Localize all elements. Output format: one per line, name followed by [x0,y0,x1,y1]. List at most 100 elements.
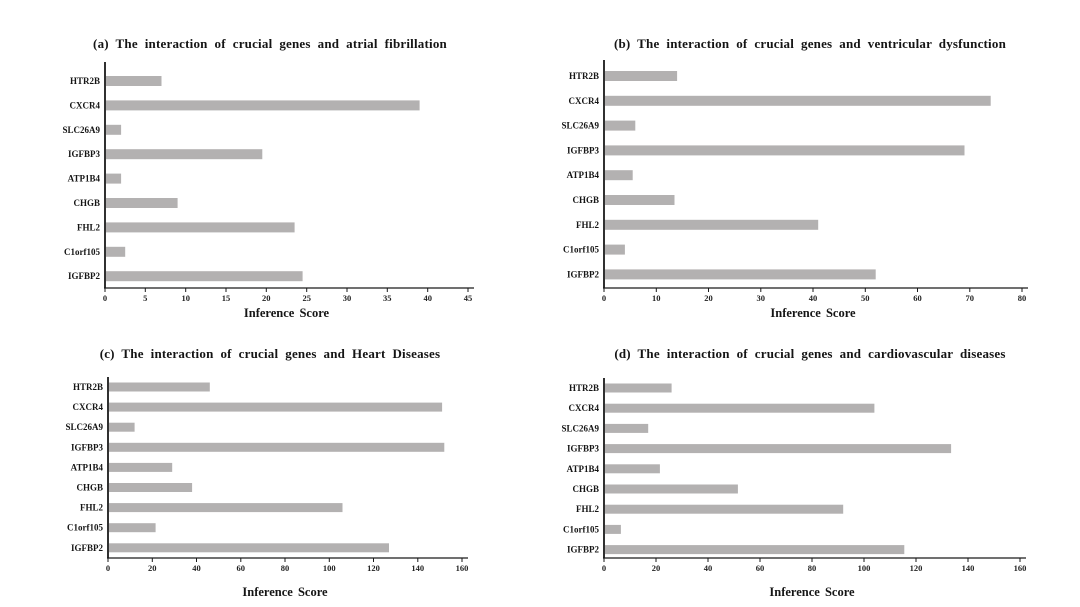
y-category-label-SLC26A9: SLC26A9 [65,422,103,432]
panel-b-title: (b) The interaction of crucial genes and… [613,36,1007,51]
y-category-label-ATP1B4: ATP1B4 [68,174,101,184]
bar-CXCR4 [605,95,991,106]
y-category-label-IGFBP2: IGFBP2 [567,269,600,279]
bar-HTR2B [605,383,672,393]
y-category-label-CHGB: CHGB [572,484,599,494]
panel-a: (a) The interaction of crucial genes and… [0,0,540,320]
x-tick-label: 30 [757,293,766,303]
y-category-label-IGFBP2: IGFBP2 [71,543,104,553]
y-category-label-SLC26A9: SLC26A9 [561,423,599,433]
x-tick-label: 30 [343,293,352,303]
x-tick-label: 80 [1018,293,1027,303]
y-category-label-FHL2: FHL2 [80,503,104,513]
y-category-label-HTR2B: HTR2B [73,382,103,392]
y-category-label-CXCR4: CXCR4 [569,96,600,106]
x-tick-label: 40 [192,563,201,573]
bar-C1orf105 [605,244,625,255]
y-category-label-HTR2B: HTR2B [70,76,100,86]
bar-IGFBP2 [605,269,876,280]
x-tick-label: 35 [383,293,392,303]
x-tick-label: 160 [456,563,469,573]
y-category-label-ATP1B4: ATP1B4 [567,464,600,474]
x-tick-label: 120 [367,563,380,573]
y-category-label-HTR2B: HTR2B [569,383,599,393]
x-tick-label: 140 [411,563,424,573]
bar-IGFBP2 [605,545,905,555]
y-category-label-SLC26A9: SLC26A9 [561,121,599,131]
panel-b-chart: HTR2B CXCR4 SLC26A9 IGFBP3 ATP1B4 CHGB FHL2 C1o… [561,60,1028,320]
bar-IGFBP3 [106,149,263,160]
x-tick-label: 80 [808,563,817,573]
y-category-label-FHL2: FHL2 [77,222,101,232]
y-category-label-IGFBP3: IGFBP3 [567,145,600,155]
panel-d: (d) The interaction of crucial genes and… [540,320,1080,607]
x-tick-label: 5 [143,293,147,303]
bar-CXCR4 [605,403,875,413]
x-tick-label: 160 [1014,563,1027,573]
bar-IGFBP2 [109,543,389,553]
x-tick-label: 100 [858,563,871,573]
panel-a-chart: HTR2B CXCR4 SLC26A9 IGFBP3 ATP1B4 CHGB FHL2 C1o… [62,62,474,320]
y-category-label-FHL2: FHL2 [576,220,600,230]
y-category-label-IGFBP3: IGFBP3 [68,149,101,159]
x-tick-label: 0 [103,293,107,303]
x-tick-label: 25 [302,293,311,303]
y-category-label-IGFBP2: IGFBP2 [68,271,101,281]
y-category-label-C1orf105: C1orf105 [64,247,100,257]
y-category-label-CXCR4: CXCR4 [569,403,600,413]
bar-FHL2 [109,503,343,513]
y-category-label-IGFBP3: IGFBP3 [567,444,600,454]
bar-CHGB [106,198,178,208]
bar-CHGB [109,483,193,492]
bar-ATP1B4 [109,462,173,472]
bar-HTR2B [605,71,678,81]
bar-CXCR4 [109,402,443,412]
x-tick-label: 20 [704,293,713,303]
x-tick-label: 50 [861,293,870,303]
bar-SLC26A9 [106,124,122,135]
bar-ATP1B4 [106,173,122,184]
x-tick-label: 10 [181,293,190,303]
bar-IGFBP3 [605,145,965,156]
bar-IGFBP3 [109,442,445,452]
x-axis-title: Inference Score [242,585,328,599]
bar-C1orf105 [605,524,621,534]
x-tick-label: 10 [652,293,661,303]
x-tick-label: 60 [237,563,246,573]
y-category-label-C1orf105: C1orf105 [563,245,599,255]
x-tick-label: 15 [222,293,231,303]
bar-FHL2 [605,219,819,230]
bar-ATP1B4 [605,464,660,474]
x-tick-label: 0 [602,293,606,303]
bar-HTR2B [109,382,210,392]
x-tick-label: 70 [966,293,975,303]
bar-CXCR4 [106,100,420,111]
bar-IGFBP2 [106,271,303,282]
y-category-label-CHGB: CHGB [572,195,599,205]
y-category-label-C1orf105: C1orf105 [67,523,103,533]
bar-SLC26A9 [605,120,636,131]
x-tick-label: 40 [809,293,818,303]
x-tick-label: 60 [756,563,765,573]
bar-SLC26A9 [605,423,649,433]
x-axis-title: Inference Score [770,306,856,320]
panel-d-chart: HTR2B CXCR4 SLC26A9 IGFBP3 ATP1B4 CHGB FHL2 C1o… [561,378,1027,599]
y-category-label-CXCR4: CXCR4 [73,402,104,412]
bar-C1orf105 [106,246,126,257]
y-category-label-CXCR4: CXCR4 [70,100,101,110]
x-tick-label: 40 [704,563,713,573]
x-tick-label: 120 [910,563,923,573]
x-tick-label: 100 [323,563,336,573]
y-category-label-CHGB: CHGB [76,483,103,493]
panel-d-title: (d) The interaction of crucial genes and… [614,346,1006,361]
bar-ATP1B4 [605,170,633,181]
x-tick-label: 40 [423,293,432,303]
y-category-label-IGFBP2: IGFBP2 [567,545,600,555]
x-tick-label: 45 [464,293,473,303]
x-tick-label: 20 [262,293,271,303]
x-tick-label: 60 [913,293,922,303]
bar-C1orf105 [109,523,156,533]
y-category-label-ATP1B4: ATP1B4 [71,462,104,472]
bar-FHL2 [605,504,844,514]
panel-a-title: (a) The interaction of crucial genes and… [93,36,447,51]
